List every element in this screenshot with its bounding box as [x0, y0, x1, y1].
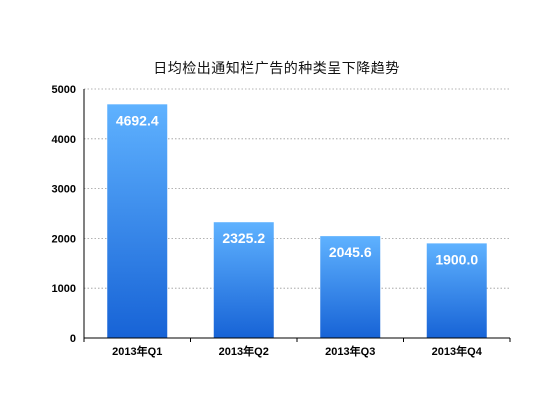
x-tick-label: 2013年Q3: [325, 344, 375, 358]
y-tick-label: 2000: [52, 233, 76, 245]
bars: [107, 104, 487, 338]
axes: [83, 89, 511, 342]
y-tick-label: 0: [70, 333, 76, 345]
value-label: 4692.4: [116, 112, 159, 128]
bar-3: [320, 236, 381, 338]
x-tick-label: 2013年Q1: [112, 344, 162, 358]
y-tick-label: 3000: [52, 184, 76, 196]
labels: 0 1000 2000 3000 4000 5000 4692.4 2013年Q1 2325.2…: [52, 84, 483, 358]
y-tick-label: 4000: [52, 134, 76, 146]
y-tick-label: 1000: [52, 283, 76, 295]
x-tick-label: 2013年Q2: [219, 344, 269, 358]
bar-4: [426, 243, 487, 338]
x-tick-label: 2013年Q4: [432, 344, 483, 358]
chart-title: 日均检出通知栏广告的种类呈下降趋势: [153, 61, 400, 77]
bar-1: [107, 104, 168, 338]
bar-2: [213, 222, 274, 338]
value-label: 1900.0: [435, 251, 478, 267]
y-tick-label: 5000: [52, 84, 76, 96]
value-label: 2325.2: [222, 230, 265, 246]
value-label: 2045.6: [329, 244, 372, 260]
